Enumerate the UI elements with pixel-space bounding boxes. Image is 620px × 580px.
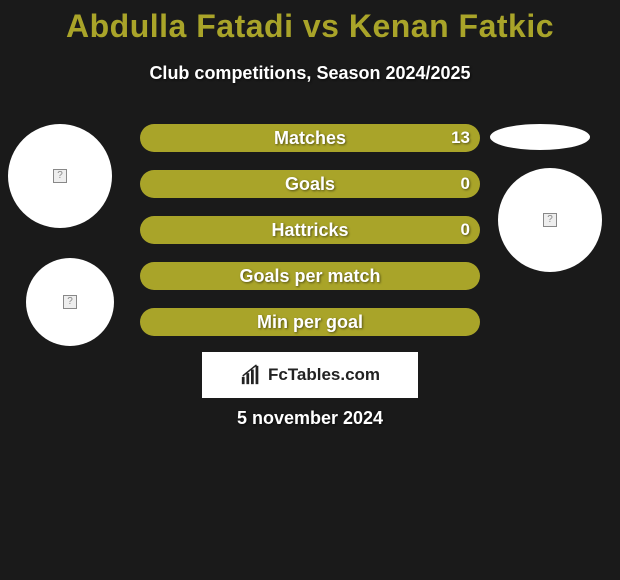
placeholder-icon: ? xyxy=(53,169,67,183)
player2-name: Kenan Fatkic xyxy=(349,8,554,44)
stat-value: 0 xyxy=(461,220,470,240)
stat-bar-hattricks: Hattricks 0 xyxy=(140,216,480,244)
source-logo: FcTables.com xyxy=(202,352,418,398)
chart-icon xyxy=(240,364,262,386)
stat-value: 0 xyxy=(461,174,470,194)
comparison-title: Abdulla Fatadi vs Kenan Fatkic xyxy=(0,0,620,45)
vs-text: vs xyxy=(303,8,340,44)
stat-bar-min-per-goal: Min per goal xyxy=(140,308,480,336)
stat-label: Hattricks xyxy=(271,220,348,241)
stat-label: Goals per match xyxy=(239,266,380,287)
logo-text: FcTables.com xyxy=(268,365,380,385)
stat-bar-goals-per-match: Goals per match xyxy=(140,262,480,290)
player1-name: Abdulla Fatadi xyxy=(66,8,293,44)
player1-avatar: ? xyxy=(8,124,112,228)
decorative-ellipse xyxy=(490,124,590,150)
placeholder-icon: ? xyxy=(543,213,557,227)
stat-bar-goals: Goals 0 xyxy=(140,170,480,198)
stat-bar-matches: Matches 13 xyxy=(140,124,480,152)
stat-value: 13 xyxy=(451,128,470,148)
stat-label: Min per goal xyxy=(257,312,363,333)
player1-avatar-secondary: ? xyxy=(26,258,114,346)
subtitle: Club competitions, Season 2024/2025 xyxy=(0,63,620,84)
date-text: 5 november 2024 xyxy=(0,408,620,429)
stat-label: Goals xyxy=(285,174,335,195)
stat-label: Matches xyxy=(274,128,346,149)
stat-bars: Matches 13 Goals 0 Hattricks 0 Goals per… xyxy=(140,124,480,354)
player2-avatar: ? xyxy=(498,168,602,272)
placeholder-icon: ? xyxy=(63,295,77,309)
